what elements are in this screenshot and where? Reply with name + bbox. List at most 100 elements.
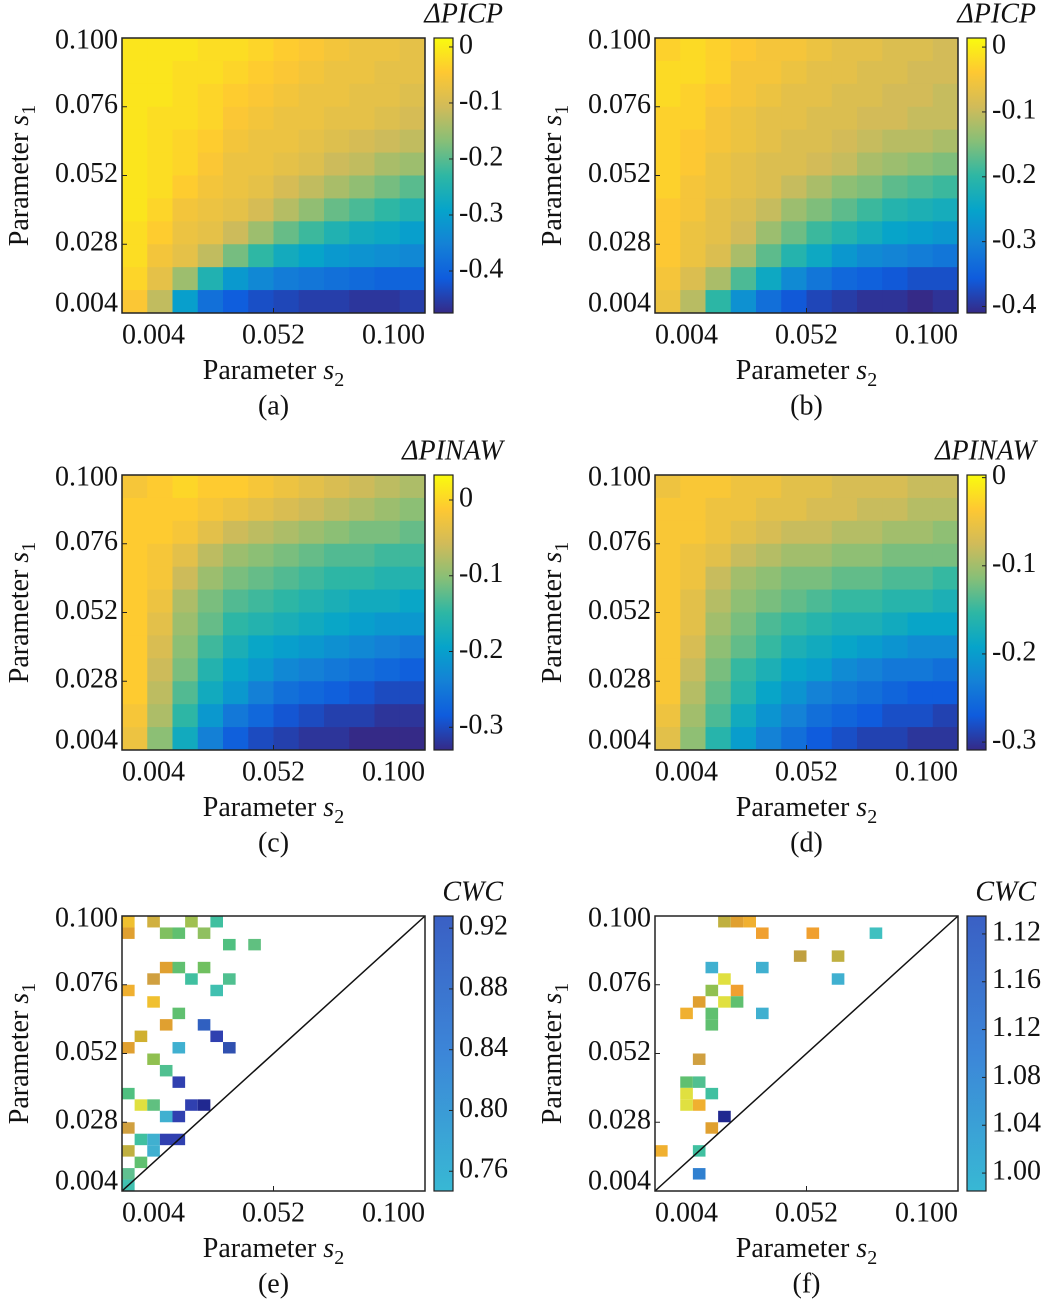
- heatmap-cell: [349, 612, 375, 636]
- x-tick-label: 0.100: [362, 319, 425, 350]
- cell: [159, 1019, 173, 1031]
- heatmap-cell: [172, 60, 199, 85]
- heatmap-cell: [831, 520, 858, 545]
- heatmap-cell: [882, 106, 908, 131]
- heatmap-cell: [122, 244, 148, 268]
- heatmap-cell: [399, 681, 426, 705]
- x-tick-label: 0.052: [242, 319, 305, 350]
- heatmap-cell: [756, 704, 782, 728]
- heatmap-cell: [730, 612, 757, 636]
- y-tick-label: 0.028: [55, 227, 118, 258]
- heatmap-cell: [172, 566, 199, 591]
- heatmap-cell: [655, 681, 681, 705]
- heatmap-cell: [147, 497, 173, 522]
- heatmap-cell: [273, 244, 300, 268]
- colorbar-tick-label: 1.04: [992, 1108, 1041, 1139]
- y-tick-label: 0.100: [55, 461, 118, 492]
- y-tick-label: 0.052: [55, 1036, 118, 1067]
- heatmap-cell: [907, 221, 934, 245]
- heatmap-cell: [857, 198, 883, 222]
- heatmap-cell: [122, 83, 148, 108]
- heatmap-cell: [756, 175, 782, 199]
- heatmap-cell: [730, 106, 757, 131]
- cell: [806, 927, 820, 939]
- colorbar-tick-label: -0.1: [992, 548, 1036, 579]
- colorbar-tick-label: 1.12: [992, 916, 1041, 947]
- colorbar-tick-label: 0: [459, 29, 473, 60]
- cell: [692, 996, 706, 1008]
- cell: [134, 1156, 148, 1169]
- heatmap-cell: [705, 520, 732, 545]
- cell: [185, 973, 198, 985]
- y-axis-label: Parameter s1: [537, 542, 572, 683]
- colorbar-tick-label: -0.4: [992, 289, 1036, 320]
- heatmap-cell: [857, 727, 883, 751]
- x-axis-label: Parameter s2: [736, 1233, 877, 1268]
- heatmap-cell: [374, 566, 401, 591]
- heatmap-cell: [349, 566, 375, 591]
- heatmap-cell: [907, 612, 934, 636]
- cell: [134, 1030, 148, 1043]
- heatmap-cell: [248, 106, 274, 131]
- heatmap-cell: [147, 221, 173, 245]
- heatmap-cell: [730, 267, 757, 291]
- cell: [185, 916, 198, 928]
- cell: [718, 973, 731, 985]
- heatmap-cell: [882, 221, 908, 245]
- heatmap-cell: [248, 152, 274, 176]
- heatmap-cell: [655, 497, 681, 522]
- heatmap-cell: [223, 267, 249, 291]
- heatmap-cell: [705, 38, 732, 62]
- heatmap-cell: [680, 60, 706, 85]
- x-label-var: s: [323, 792, 334, 823]
- heatmap-cell: [298, 589, 325, 613]
- cell: [147, 973, 160, 985]
- heatmap-cell: [172, 106, 199, 131]
- heatmap-cell: [374, 175, 401, 199]
- cell: [172, 961, 186, 974]
- heatmap-cell: [298, 129, 325, 154]
- heatmap-cell: [122, 129, 148, 154]
- colorbar-tick-label: -0.3: [992, 724, 1036, 755]
- heatmap-cell: [730, 520, 757, 545]
- heatmap-cell: [223, 475, 249, 499]
- heatmap-cell: [705, 658, 732, 682]
- x-tick-label: 0.100: [895, 319, 958, 350]
- x-axis-label: Parameter s2: [203, 1233, 344, 1268]
- heatmap-cell: [781, 612, 807, 636]
- heatmap-cell: [273, 267, 300, 291]
- colorbar-tick-label: 0.80: [459, 1093, 508, 1124]
- heatmap-cell: [172, 129, 199, 154]
- heatmap-cell: [730, 704, 757, 728]
- heatmap-cell: [223, 60, 249, 85]
- heatmap-cell: [349, 543, 375, 568]
- heatmap-cell: [932, 612, 959, 636]
- y-tick-label: 0.052: [55, 158, 118, 189]
- y-label-text: Parameter: [537, 563, 568, 684]
- cell: [705, 1122, 719, 1134]
- heatmap-cell: [730, 727, 757, 751]
- heatmap-cell: [806, 175, 833, 199]
- heatmap-cell: [349, 129, 375, 154]
- cell: [172, 1007, 186, 1020]
- heatmap-cell: [756, 475, 782, 499]
- cell: [122, 1145, 135, 1157]
- heatmap-cell: [705, 681, 732, 705]
- heatmap-cell: [907, 198, 934, 222]
- colorbar-title: ΔPICP: [423, 0, 503, 29]
- heatmap-cell: [907, 152, 934, 176]
- colorbar-tick-label: -0.3: [459, 197, 503, 228]
- heatmap-cell: [781, 520, 807, 545]
- heatmap-cell: [882, 635, 908, 659]
- cell: [705, 1007, 719, 1020]
- heatmap-cell: [882, 658, 908, 682]
- heatmap-cell: [122, 475, 148, 499]
- heatmap-cell: [680, 543, 706, 568]
- heatmap-cell: [831, 566, 858, 591]
- heatmap-cell: [197, 520, 224, 545]
- heatmap-cell: [399, 497, 426, 522]
- colorbar-tick-label: -0.1: [459, 85, 503, 116]
- heatmap-cell: [857, 475, 883, 499]
- colorbar-tick-label: -0.4: [459, 253, 503, 284]
- heatmap-cell: [223, 681, 249, 705]
